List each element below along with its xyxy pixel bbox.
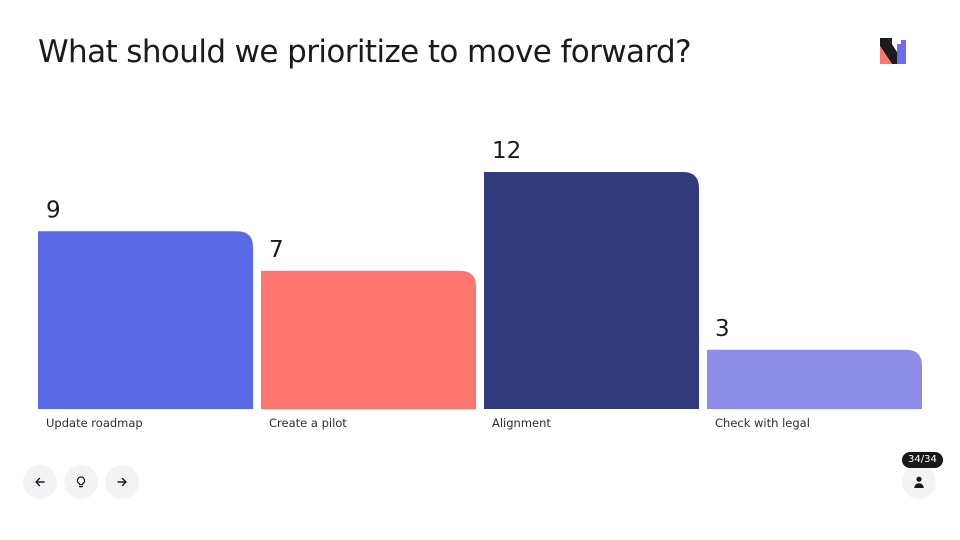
slide-title: What should we prioritize to move forwar… [38, 34, 692, 70]
bar-category-label: Update roadmap [46, 416, 143, 430]
slide-counter-badge: 34/34 [902, 452, 943, 468]
bar [484, 172, 699, 409]
person-icon [914, 476, 924, 488]
lightbulb-icon [76, 476, 86, 488]
bar-category-label: Create a pilot [269, 416, 347, 430]
bar [38, 231, 253, 409]
arrow-left-icon [35, 477, 45, 487]
bar [261, 270, 476, 409]
bar-category-label: Alignment [492, 416, 551, 430]
bar-value-label: 12 [492, 138, 521, 164]
bar-value-label: 9 [46, 197, 61, 223]
arrow-right-icon [117, 477, 127, 487]
next-slide-button[interactable] [105, 465, 139, 499]
bar-category-label: Check with legal [715, 416, 810, 430]
bar-value-label: 7 [269, 237, 284, 263]
bar [707, 349, 922, 409]
hint-button[interactable] [64, 465, 98, 499]
previous-slide-button[interactable] [23, 465, 57, 499]
participants-button[interactable] [902, 465, 936, 499]
bar-value-label: 3 [715, 316, 730, 342]
mentimeter-logo-icon [880, 38, 906, 64]
